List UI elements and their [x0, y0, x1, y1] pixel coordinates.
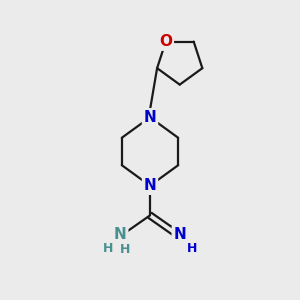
Text: O: O	[159, 34, 172, 49]
Text: N: N	[173, 227, 186, 242]
Text: N: N	[114, 227, 127, 242]
Text: N: N	[144, 110, 156, 125]
Text: H: H	[119, 243, 130, 256]
Text: N: N	[144, 178, 156, 193]
Text: H: H	[103, 242, 113, 255]
Text: H: H	[186, 242, 197, 255]
